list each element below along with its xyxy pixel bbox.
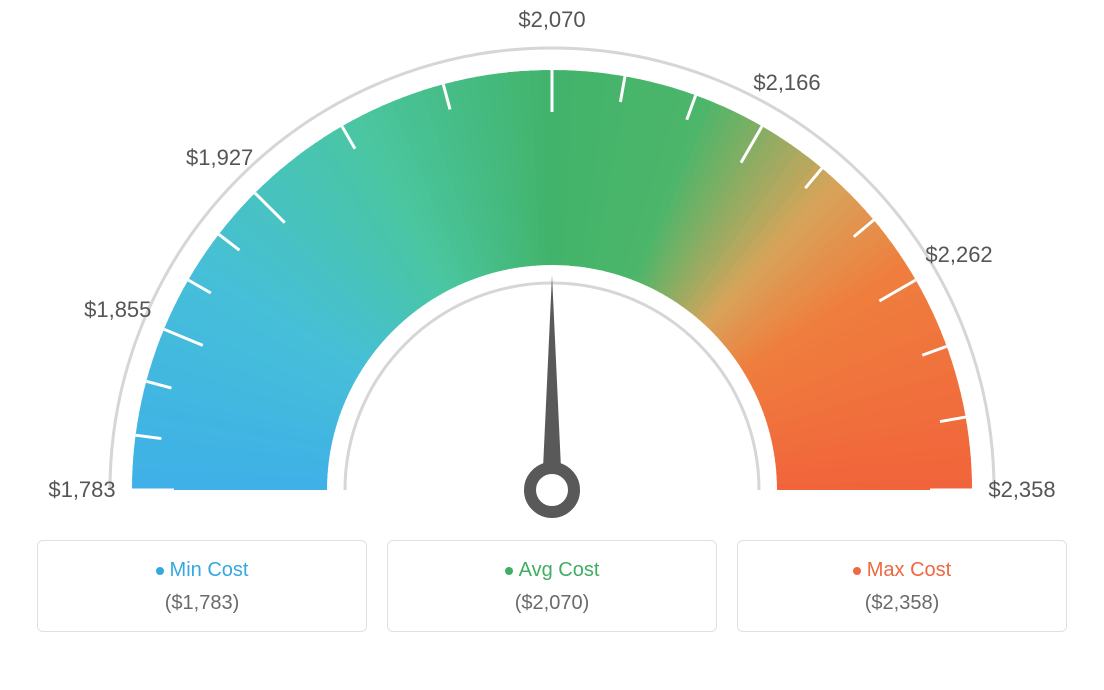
dot-icon — [853, 567, 861, 575]
legend-avg-label: Avg Cost — [519, 559, 600, 581]
dot-icon — [156, 567, 164, 575]
legend-card-avg: Avg Cost ($2,070) — [387, 540, 717, 632]
legend-min-value: ($1,783) — [48, 592, 356, 615]
gauge-tick-label: $1,783 — [48, 477, 115, 503]
gauge-chart: $1,783$1,855$1,927$2,070$2,166$2,262$2,3… — [20, 20, 1084, 520]
gauge-tick-label: $1,927 — [186, 145, 253, 171]
legend-card-min: Min Cost ($1,783) — [37, 540, 367, 632]
gauge-tick-label: $2,262 — [925, 242, 992, 268]
dot-icon — [505, 567, 513, 575]
legend-max-value: ($2,358) — [748, 592, 1056, 615]
gauge-tick-label: $2,166 — [753, 70, 820, 96]
legend-avg-value: ($2,070) — [398, 592, 706, 615]
gauge-tick-label: $2,070 — [518, 7, 585, 33]
gauge-svg — [20, 20, 1084, 520]
gauge-tick-label: $2,358 — [988, 477, 1055, 503]
gauge-tick-label: $1,855 — [84, 297, 151, 323]
legend-title-min: Min Cost — [48, 559, 356, 582]
legend-card-max: Max Cost ($2,358) — [737, 540, 1067, 632]
legend-row: Min Cost ($1,783) Avg Cost ($2,070) Max … — [20, 540, 1084, 632]
legend-min-label: Min Cost — [170, 559, 249, 581]
legend-title-avg: Avg Cost — [398, 559, 706, 582]
legend-max-label: Max Cost — [867, 559, 951, 581]
legend-title-max: Max Cost — [748, 559, 1056, 582]
